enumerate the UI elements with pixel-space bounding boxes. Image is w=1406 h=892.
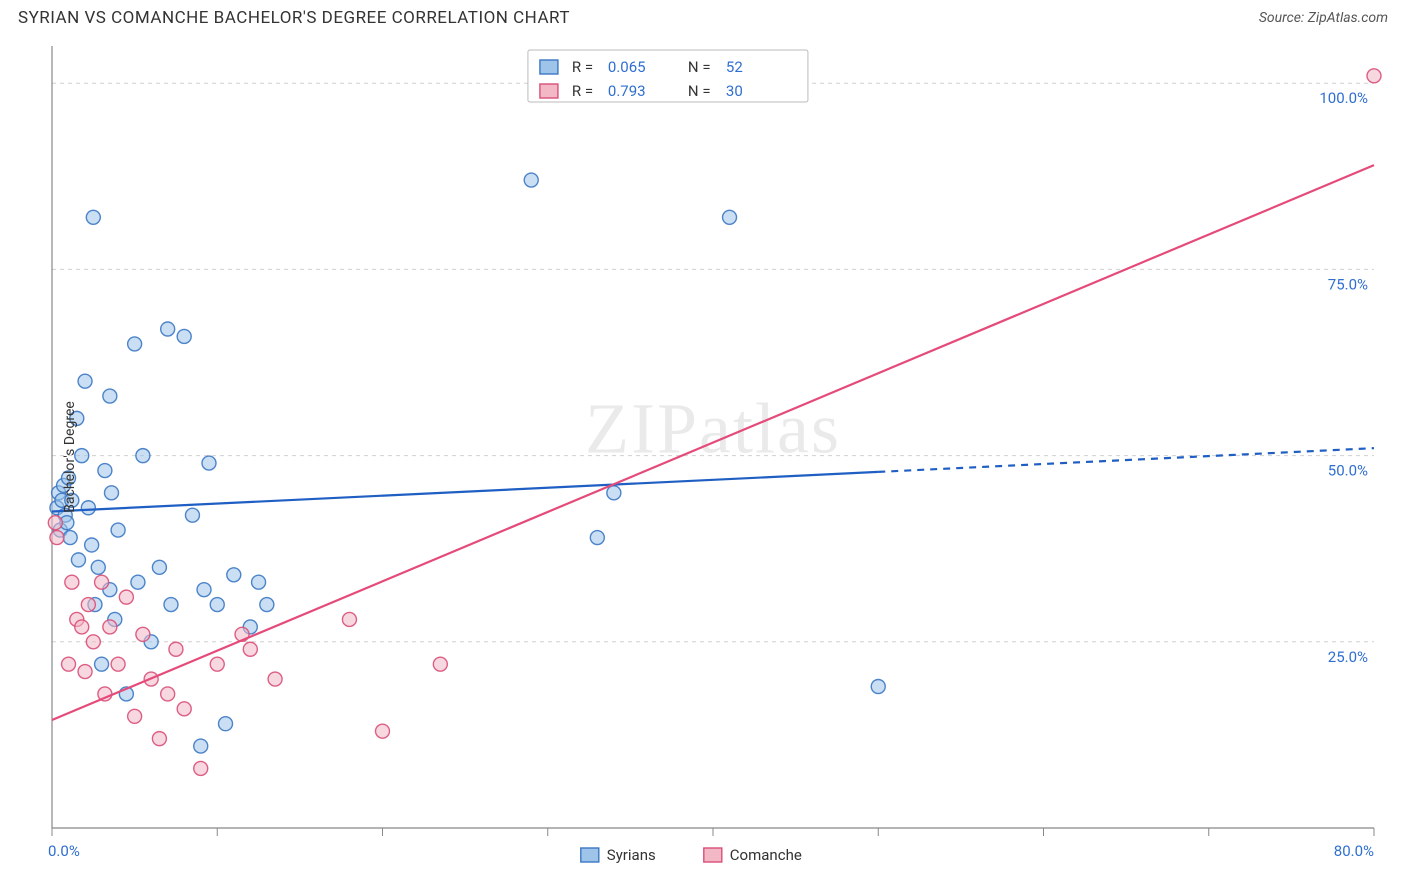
data-point [607, 486, 621, 500]
data-point [136, 449, 150, 463]
data-point [177, 702, 191, 716]
data-point [98, 464, 112, 478]
data-point [111, 657, 125, 671]
data-point [86, 635, 100, 649]
data-point [152, 732, 166, 746]
x-tick-label: 80.0% [1334, 842, 1374, 860]
legend-n-label: N = [688, 82, 711, 100]
data-point [95, 575, 109, 589]
trend-line [52, 472, 878, 512]
legend-r-value: 0.793 [608, 82, 646, 100]
data-point [136, 627, 150, 641]
data-point [111, 523, 125, 537]
data-point [95, 657, 109, 671]
data-point [65, 575, 79, 589]
data-point [243, 642, 257, 656]
data-point [164, 598, 178, 612]
data-point [161, 687, 175, 701]
data-point [50, 531, 64, 545]
watermark: ZIPatlas [585, 389, 841, 469]
y-axis-label: Bachelor's Degree [62, 401, 78, 513]
data-point [524, 173, 538, 187]
legend-n-value: 30 [726, 82, 743, 100]
data-point [194, 739, 208, 753]
data-point [152, 560, 166, 574]
data-point [78, 665, 92, 679]
legend-r-label: R = [572, 58, 593, 76]
legend-swatch [704, 848, 722, 862]
data-point [169, 642, 183, 656]
legend-series-label: Comanche [730, 846, 802, 864]
data-point [342, 612, 356, 626]
data-point [128, 337, 142, 351]
data-point [252, 575, 266, 589]
legend-series-label: Syrians [607, 846, 656, 864]
legend-n-label: N = [688, 58, 711, 76]
source-name: ZipAtlas.com [1308, 10, 1388, 26]
x-tick-label: 0.0% [48, 842, 80, 860]
data-point [590, 531, 604, 545]
chart-title: SYRIAN VS COMANCHE BACHELOR'S DEGREE COR… [18, 8, 570, 28]
data-point [210, 598, 224, 612]
data-point [75, 620, 89, 634]
data-point [723, 210, 737, 224]
data-point [202, 456, 216, 470]
data-point [227, 568, 241, 582]
y-tick-label: 75.0% [1328, 275, 1368, 293]
y-tick-label: 50.0% [1328, 462, 1368, 480]
data-point [78, 374, 92, 388]
data-point [71, 553, 85, 567]
data-point [131, 575, 145, 589]
legend-swatch [540, 84, 558, 98]
data-point [219, 717, 233, 731]
data-point [194, 761, 208, 775]
data-point [433, 657, 447, 671]
data-point [268, 672, 282, 686]
data-point [185, 508, 199, 522]
data-point [128, 709, 142, 723]
data-point [48, 516, 62, 530]
data-point [376, 724, 390, 738]
data-point [104, 486, 118, 500]
data-point [86, 210, 100, 224]
source-label: Source: ZipAtlas.com [1259, 10, 1388, 26]
data-point [103, 389, 117, 403]
chart-container: Bachelor's Degree 25.0% 50.0% 75.0% 100.0% 0… [18, 40, 1388, 874]
data-point [177, 329, 191, 343]
legend-r-label: R = [572, 82, 593, 100]
scatter-chart: 25.0% 50.0% 75.0% 100.0% 0.0% 80.0% ZIPatlas R … [18, 40, 1388, 874]
source-prefix: Source: [1259, 10, 1308, 26]
legend-swatch [540, 60, 558, 74]
trend-line-dashed [878, 448, 1374, 472]
y-tick-label: 25.0% [1328, 648, 1368, 666]
data-point [119, 590, 133, 604]
data-point [85, 538, 99, 552]
data-point [210, 657, 224, 671]
y-tick-label: 100.0% [1319, 89, 1368, 107]
data-point [161, 322, 175, 336]
data-point [81, 598, 95, 612]
data-point [103, 620, 117, 634]
data-point [260, 598, 274, 612]
data-point [91, 560, 105, 574]
data-point [197, 583, 211, 597]
trend-line [52, 165, 1374, 720]
data-point [871, 679, 885, 693]
legend-n-value: 52 [726, 58, 743, 76]
data-point [1367, 69, 1381, 83]
data-point [62, 657, 76, 671]
data-point [81, 501, 95, 515]
legend-swatch [581, 848, 599, 862]
data-point [63, 531, 77, 545]
legend-box [528, 50, 808, 102]
legend-r-value: 0.065 [608, 58, 646, 76]
